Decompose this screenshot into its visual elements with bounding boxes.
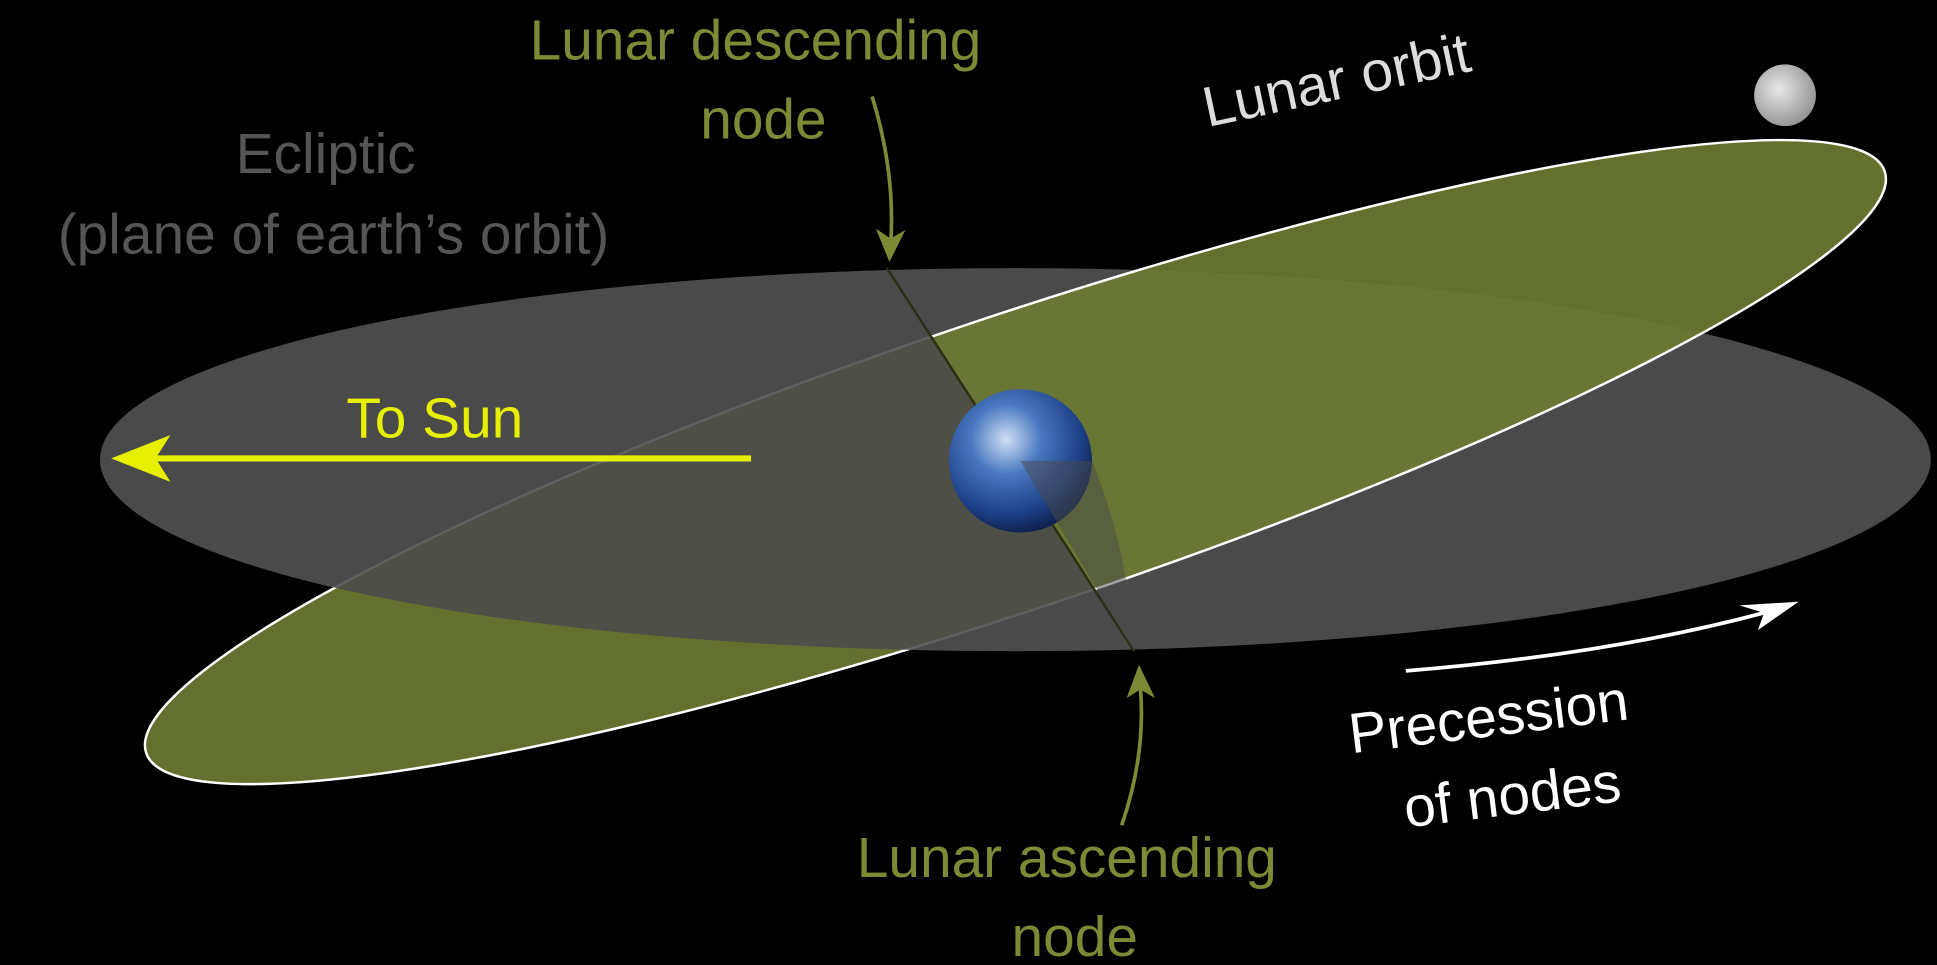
- diagram: Lunar descending node Lunar orbit Eclipt…: [0, 0, 1937, 965]
- to-sun-label: To Sun: [346, 387, 523, 450]
- label-line: node: [1012, 906, 1138, 965]
- label-line: node: [700, 88, 826, 151]
- label-line: Lunar descending: [530, 9, 982, 72]
- label-line: (plane of earth’s orbit): [58, 203, 610, 266]
- label-line: Ecliptic: [236, 123, 416, 186]
- moon: [1754, 64, 1816, 126]
- label-line: Lunar ascending: [857, 827, 1277, 890]
